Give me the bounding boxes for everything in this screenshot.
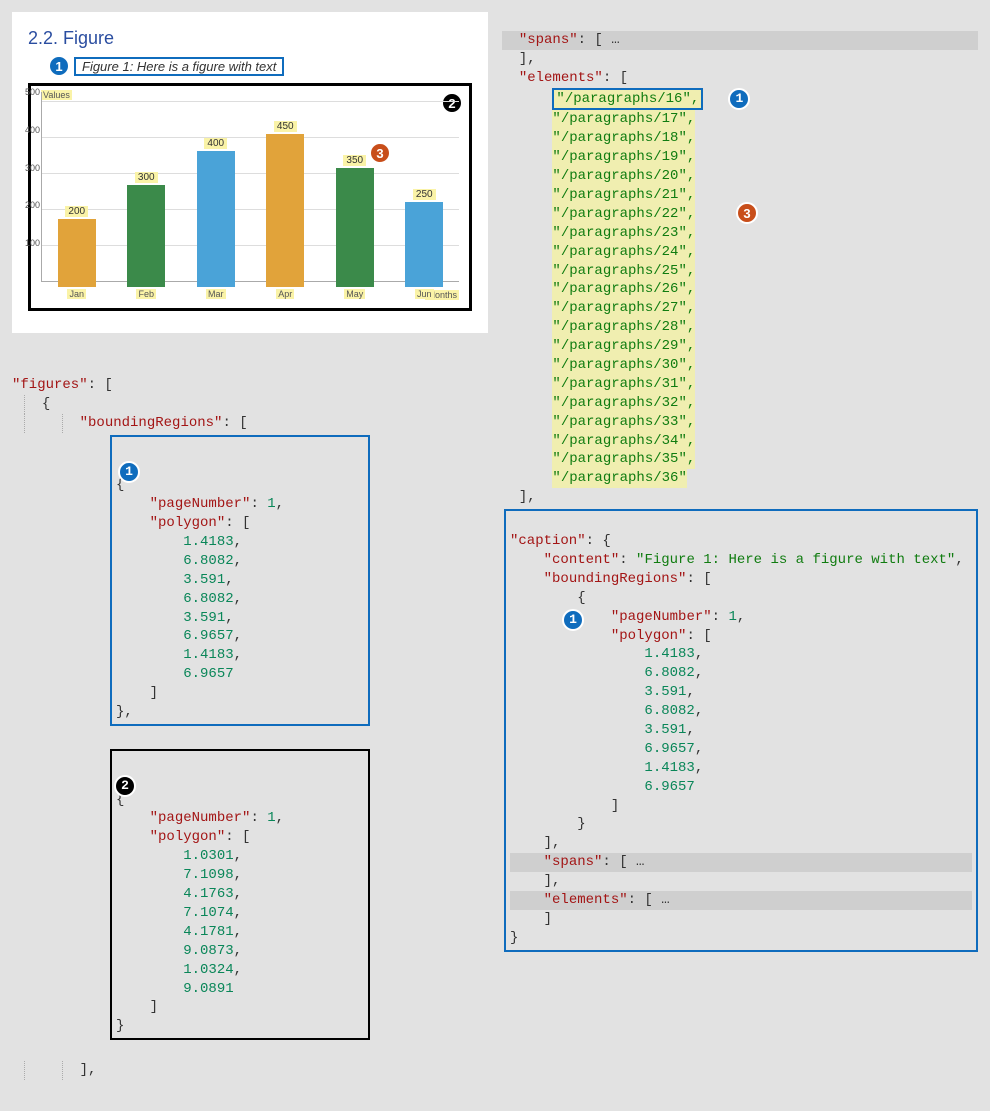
paragraphs-list: "/paragraphs/17", "/paragraphs/18", "/pa… [502, 111, 695, 486]
paragraph-ref: "/paragraphs/24", [552, 243, 695, 262]
paragraph-ref: "/paragraphs/18", [552, 129, 695, 148]
badge-1-blue: 1 [48, 55, 70, 77]
badge-1-blue-caption: 1 [562, 609, 584, 631]
val-content: "Figure 1: Here is a figure with text" [636, 552, 955, 568]
bar-category: Mar [206, 289, 226, 299]
right-column: "spans": [ … ], "elements": [ "/paragrap… [502, 12, 978, 1099]
bar [127, 185, 165, 287]
bar-slot: 450Apr [266, 121, 304, 281]
paragraph-ref: "/paragraphs/28", [552, 318, 695, 337]
spans-collapsed-cap: "spans": [ … [510, 853, 972, 872]
polygon-2-values: 1.0301, 7.1098, 4.1763, 7.1074, 4.1781, … [116, 848, 242, 996]
bar-value: 250 [413, 189, 436, 200]
bar-value: 400 [204, 138, 227, 149]
bar-value: 350 [343, 155, 366, 166]
val-pageNumber: 1 [267, 496, 275, 512]
paragraph-ref: "/paragraphs/33", [552, 413, 695, 432]
paragraph-ref: "/paragraphs/22", [552, 205, 695, 224]
key-caption: "caption" [510, 533, 586, 549]
json-right: "spans": [ … ], "elements": [ "/paragrap… [502, 12, 978, 991]
paragraph-ref: "/paragraphs/27", [552, 299, 695, 318]
spans-collapsed-row: "spans": [ … [502, 31, 978, 50]
region-2-box: 2 { "pageNumber": 1, "polygon": [ 1.0301… [110, 749, 370, 1040]
paragraph-ref: "/paragraphs/29", [552, 337, 695, 356]
polygon-1-values: 1.4183, 6.8082, 3.591, 6.8082, 3.591, 6.… [116, 534, 242, 682]
key-boundingRegions-cap: "boundingRegions" [544, 571, 687, 587]
bar-value: 300 [135, 172, 158, 183]
bar [336, 168, 374, 287]
val-pageNumber-cap: 1 [728, 609, 736, 625]
region-1-box: 1 { "pageNumber": 1, "polygon": [ 1.4183… [110, 435, 370, 726]
y-tick: 300 [25, 163, 40, 173]
key-elements: "elements" [519, 70, 603, 86]
paragraph-16-highlighted: "/paragraphs/16", [552, 88, 703, 111]
paragraph-ref: "/paragraphs/25", [552, 262, 695, 281]
chart-region: 2 3 Values Months 100200300400500 200Jan… [28, 83, 472, 311]
y-tick: 500 [25, 87, 40, 97]
bar [266, 134, 304, 287]
key-pageNumber: "pageNumber" [150, 496, 251, 512]
paragraph-ref: "/paragraphs/31", [552, 375, 695, 394]
paragraph-ref: "/paragraphs/36" [552, 469, 686, 488]
bar-category: Apr [276, 289, 294, 299]
badge-1-blue-inline: 1 [118, 461, 140, 483]
paragraph-ref: "/paragraphs/30", [552, 356, 695, 375]
key-polygon-2: "polygon" [150, 829, 226, 845]
paragraph-ref: "/paragraphs/19", [552, 148, 695, 167]
y-tick: 100 [25, 238, 40, 248]
figure-caption-box: Figure 1: Here is a figure with text [74, 57, 284, 76]
key-boundingRegions: "boundingRegions" [80, 415, 223, 431]
bar-chart: 100200300400500 200Jan300Feb400Mar450Apr… [41, 92, 459, 282]
bar-value: 200 [65, 206, 88, 217]
paragraph-ref: "/paragraphs/26", [552, 280, 695, 299]
section-title: 2.2. Figure [28, 28, 472, 49]
paragraph-ref: "/paragraphs/34", [552, 432, 695, 451]
bar-category: Jan [67, 289, 86, 299]
paragraph-ref: "/paragraphs/32", [552, 394, 695, 413]
bar-category: Feb [136, 289, 156, 299]
key-polygon: "polygon" [150, 515, 226, 531]
left-column: 2.2. Figure 1 Figure 1: Here is a figure… [12, 12, 488, 1099]
paragraph-ref: "/paragraphs/23", [552, 224, 695, 243]
elements-collapsed-cap: "elements": [ … [510, 891, 972, 910]
bar-slot: 400Mar [197, 138, 235, 281]
key-pageNumber-cap: "pageNumber" [611, 609, 712, 625]
bar-slot: 300Feb [127, 172, 165, 281]
figure-card: 2.2. Figure 1 Figure 1: Here is a figure… [12, 12, 488, 333]
bar-slot: 200Jan [58, 206, 96, 281]
bar [197, 151, 235, 287]
y-ticks: 100200300400500 [12, 92, 40, 281]
paragraph-ref: "/paragraphs/21", [552, 186, 695, 205]
y-tick: 200 [25, 200, 40, 210]
key-polygon-cap: "polygon" [611, 628, 687, 644]
paragraph-ref: "/paragraphs/20", [552, 167, 695, 186]
bar [58, 219, 96, 287]
polygon-cap-values: 1.4183, 6.8082, 3.591, 6.8082, 3.591, 6.… [510, 646, 703, 794]
caption-row: 1 Figure 1: Here is a figure with text [48, 55, 472, 77]
bar-value: 450 [274, 121, 297, 132]
y-tick: 400 [25, 125, 40, 135]
bar-slot: 350May [336, 155, 374, 281]
key-content: "content" [544, 552, 620, 568]
bar-slot: 250Jun [405, 189, 443, 281]
badge-1-blue-elements: 1 [728, 88, 750, 110]
bar-category: May [344, 289, 365, 299]
key-pageNumber-2: "pageNumber" [150, 810, 251, 826]
bar [405, 202, 443, 287]
key-figures: "figures" [12, 377, 88, 393]
bar-category: Jun [415, 289, 434, 299]
paragraph-ref: "/paragraphs/17", [552, 110, 695, 129]
val-pageNumber-2: 1 [267, 810, 275, 826]
json-left: "figures": [ { "boundingRegions": [ 1 { … [12, 357, 488, 1099]
paragraph-ref: "/paragraphs/35", [552, 450, 695, 469]
badge-2-black-inline: 2 [114, 775, 136, 797]
caption-box: "caption": { "content": "Figure 1: Here … [504, 509, 978, 951]
badge-3-orange-right: 3 [736, 202, 758, 224]
